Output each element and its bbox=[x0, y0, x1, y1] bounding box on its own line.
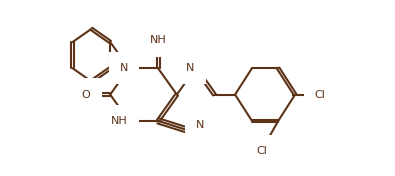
Text: NH: NH bbox=[150, 35, 166, 45]
Text: N: N bbox=[196, 120, 204, 130]
Text: N: N bbox=[120, 63, 128, 73]
Text: Cl: Cl bbox=[256, 146, 267, 156]
Text: NH: NH bbox=[111, 116, 128, 126]
Text: O: O bbox=[82, 90, 90, 100]
Text: N: N bbox=[186, 63, 195, 73]
Text: Cl: Cl bbox=[315, 90, 326, 100]
